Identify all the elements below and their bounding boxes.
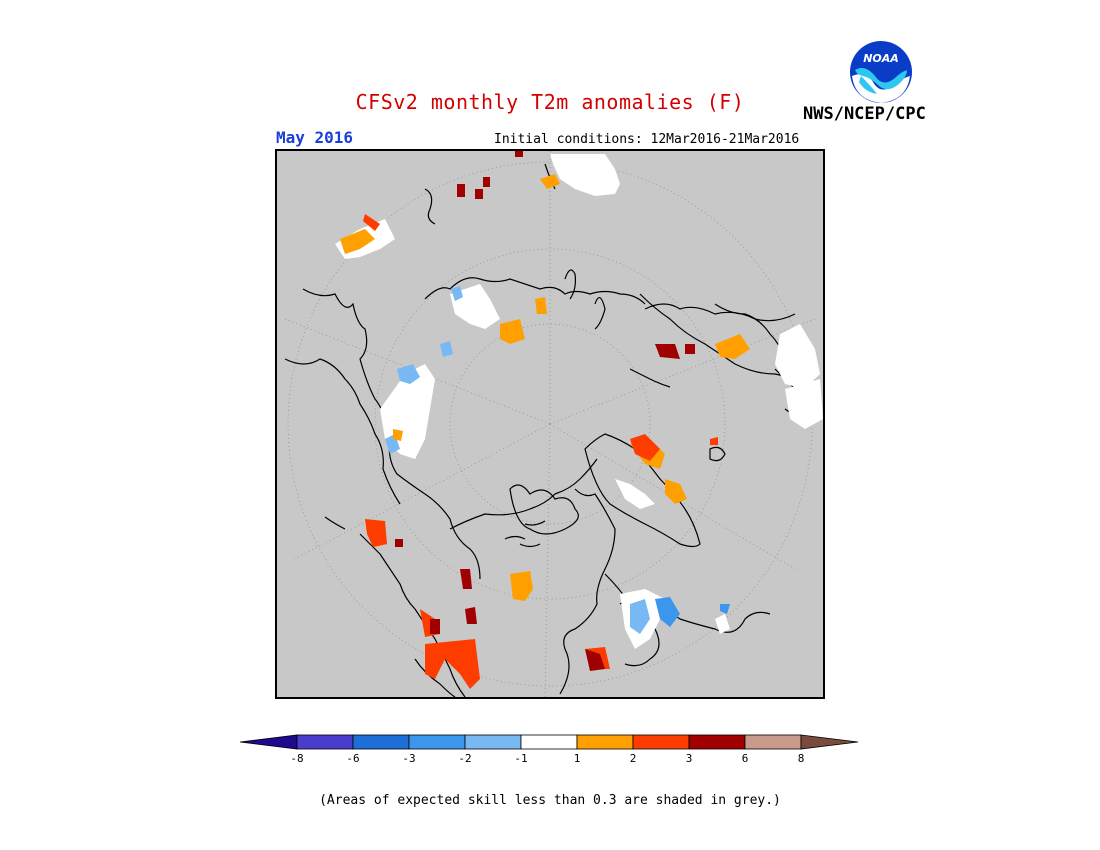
colorbar-cell bbox=[520, 734, 578, 750]
colorbar-cells bbox=[240, 734, 859, 750]
colorbar-tick-label: 3 bbox=[685, 752, 693, 765]
colorbar-labels: -8 -6 -3 -2 -1 1 2 3 6 8 bbox=[240, 752, 860, 768]
colorbar-tick-label: 1 bbox=[573, 752, 581, 765]
colorbar-cell bbox=[576, 734, 634, 750]
agency-label: NWS/NCEP/CPC bbox=[803, 104, 926, 124]
colorbar-tick-label: -8 bbox=[290, 752, 304, 765]
colorbar-cell bbox=[632, 734, 690, 750]
colorbar-arrow-low bbox=[240, 734, 298, 750]
colorbar-tick-label: -3 bbox=[402, 752, 416, 765]
colorbar-arrow-high bbox=[800, 734, 859, 750]
colorbar-tick-label: 8 bbox=[797, 752, 805, 765]
colorbar-tick-label: -2 bbox=[458, 752, 472, 765]
forecast-month: May 2016 bbox=[276, 128, 354, 147]
noaa-logo-text: NOAA bbox=[863, 52, 899, 65]
polar-map bbox=[275, 149, 825, 699]
colorbar-cell bbox=[352, 734, 410, 750]
map-frame bbox=[275, 149, 825, 699]
colorbar-tick-label: 6 bbox=[741, 752, 749, 765]
colorbar-cell bbox=[408, 734, 466, 750]
colorbar-tick-label: -1 bbox=[514, 752, 528, 765]
initial-conditions: Initial conditions: 12Mar2016-21Mar2016 bbox=[494, 132, 800, 147]
colorbar-cell bbox=[688, 734, 746, 750]
colorbar-cell bbox=[744, 734, 802, 750]
noaa-logo: NOAA bbox=[850, 41, 912, 103]
anomaly-regions bbox=[335, 149, 823, 689]
colorbar-tick-label: 2 bbox=[629, 752, 637, 765]
colorbar-cell bbox=[296, 734, 354, 750]
skill-note: (Areas of expected skill less than 0.3 a… bbox=[319, 793, 781, 808]
colorbar-tick-label: -6 bbox=[346, 752, 360, 765]
colorbar-cell bbox=[464, 734, 522, 750]
map-title: CFSv2 monthly T2m anomalies (F) bbox=[355, 90, 745, 114]
colorbar bbox=[240, 734, 859, 750]
